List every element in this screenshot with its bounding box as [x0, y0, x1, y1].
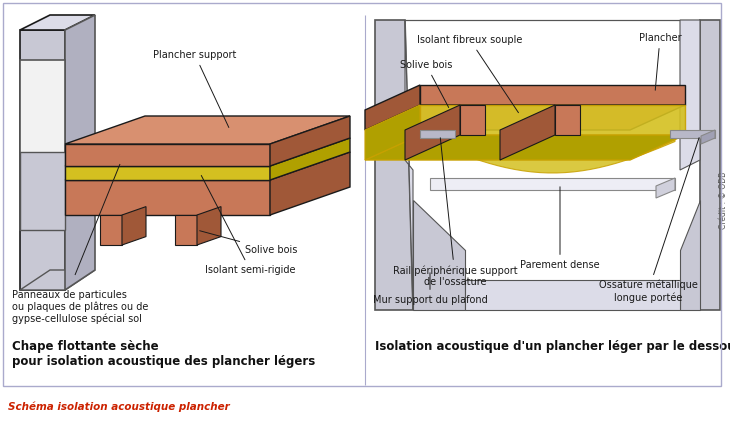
- Text: Solive bois: Solive bois: [200, 231, 297, 255]
- Polygon shape: [20, 30, 65, 290]
- Polygon shape: [65, 152, 350, 180]
- Text: Solive bois: Solive bois: [400, 60, 453, 108]
- Polygon shape: [65, 138, 350, 166]
- Text: Isolation acoustique d'un plancher léger par le dessous: Isolation acoustique d'un plancher léger…: [375, 340, 730, 353]
- Text: Crédit : © ODB: Crédit : © ODB: [720, 171, 729, 229]
- Text: Ossature métallique
longue portée: Ossature métallique longue portée: [599, 138, 699, 303]
- Polygon shape: [420, 105, 685, 135]
- Text: Plancher: Plancher: [639, 33, 681, 90]
- Text: Chape flottante sèche
pour isolation acoustique des plancher légers: Chape flottante sèche pour isolation aco…: [12, 340, 315, 368]
- Polygon shape: [20, 15, 95, 30]
- Polygon shape: [65, 166, 270, 180]
- Text: Plancher support: Plancher support: [153, 50, 237, 128]
- Polygon shape: [270, 152, 350, 215]
- Polygon shape: [365, 105, 420, 160]
- Polygon shape: [197, 207, 221, 245]
- Polygon shape: [365, 135, 685, 160]
- Polygon shape: [555, 105, 580, 135]
- Polygon shape: [670, 130, 715, 138]
- Polygon shape: [680, 20, 700, 170]
- Text: Rail périphérique support
de l'ossature: Rail périphérique support de l'ossature: [393, 138, 518, 287]
- Polygon shape: [365, 85, 420, 130]
- Polygon shape: [420, 130, 455, 138]
- Polygon shape: [420, 85, 685, 105]
- Polygon shape: [65, 116, 350, 144]
- Polygon shape: [460, 105, 485, 135]
- Polygon shape: [65, 180, 270, 215]
- Polygon shape: [365, 105, 685, 130]
- Polygon shape: [175, 215, 197, 245]
- Text: Isolant semi-rigide: Isolant semi-rigide: [201, 176, 296, 275]
- Polygon shape: [430, 178, 675, 190]
- Polygon shape: [430, 138, 675, 173]
- Polygon shape: [701, 130, 715, 144]
- Polygon shape: [122, 207, 146, 245]
- Polygon shape: [270, 116, 350, 166]
- Polygon shape: [20, 60, 65, 230]
- Polygon shape: [465, 280, 680, 310]
- Polygon shape: [413, 200, 465, 310]
- Polygon shape: [20, 152, 65, 230]
- Polygon shape: [100, 215, 122, 245]
- Polygon shape: [270, 138, 350, 180]
- Polygon shape: [20, 270, 95, 290]
- Polygon shape: [500, 105, 555, 160]
- Polygon shape: [405, 20, 413, 310]
- Polygon shape: [375, 20, 413, 310]
- Polygon shape: [680, 200, 700, 310]
- Text: Schéma isolation acoustique plancher: Schéma isolation acoustique plancher: [8, 402, 230, 413]
- Text: Panneaux de particules
ou plaques de plâtres ou de
gypse-cellulose spécial sol: Panneaux de particules ou plaques de plâ…: [12, 290, 148, 324]
- Polygon shape: [65, 15, 95, 290]
- Text: Isolant fibreux souple: Isolant fibreux souple: [418, 35, 523, 113]
- Polygon shape: [65, 144, 270, 166]
- Polygon shape: [656, 178, 675, 198]
- Text: Parement dense: Parement dense: [520, 187, 600, 270]
- Polygon shape: [405, 105, 460, 160]
- Polygon shape: [700, 20, 720, 310]
- Text: Mur support du plafond: Mur support du plafond: [372, 273, 488, 305]
